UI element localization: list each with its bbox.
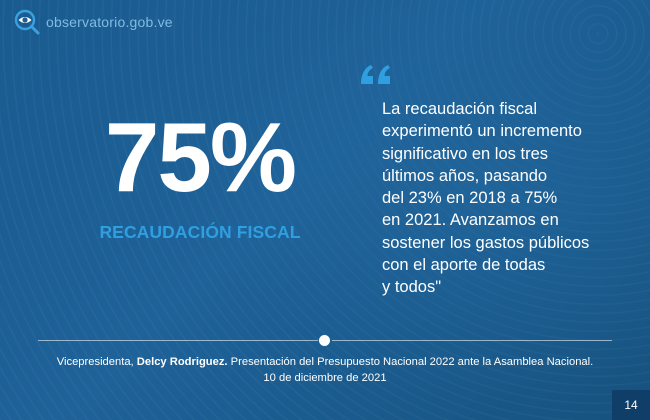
caption-role: Vicepresidenta, [56, 356, 134, 368]
attribution-caption: Vicepresidenta, Delcy Rodriguez. Present… [20, 354, 630, 386]
caption-name: Delcy Rodriguez. [136, 356, 228, 368]
magnifier-eye-icon [14, 9, 40, 35]
caption-date: 10 de diciembre de 2021 [263, 372, 387, 384]
caption-line-1: Vicepresidenta, Delcy Rodriguez. Present… [20, 354, 630, 370]
logo-text: observatorio.gob.ve [46, 14, 173, 30]
stat-label: RECAUDACIÓN FISCAL [99, 222, 301, 242]
quote-text: La recaudación fiscal experimentó un inc… [382, 98, 632, 299]
quote-line: La recaudación fiscal [382, 100, 538, 118]
page-number-badge: 14 [612, 390, 650, 420]
quote-line: en 2021. Avanzamos en [382, 211, 559, 230]
divider-line-left [38, 340, 318, 341]
caption-description: Presentación del Presupuesto Nacional 20… [230, 356, 594, 368]
quote-line: con el aporte de todas [382, 256, 546, 275]
quote-line: sostener los gastos públicos [382, 233, 590, 252]
quote-line: significativo en los tres [382, 144, 548, 163]
stat-value: 75% [104, 102, 297, 212]
quote-line: y todos" [382, 278, 442, 297]
quote-line: experimentó un incremento [382, 122, 582, 141]
quote-line: del 23% en 2018 a 75% [382, 189, 558, 208]
divider-dot [319, 335, 330, 346]
quote-line: últimos años, pasando [382, 166, 548, 185]
divider-line-right [332, 340, 612, 341]
quote-marks-icon [361, 65, 390, 84]
site-logo[interactable]: observatorio.gob.ve [14, 9, 173, 35]
